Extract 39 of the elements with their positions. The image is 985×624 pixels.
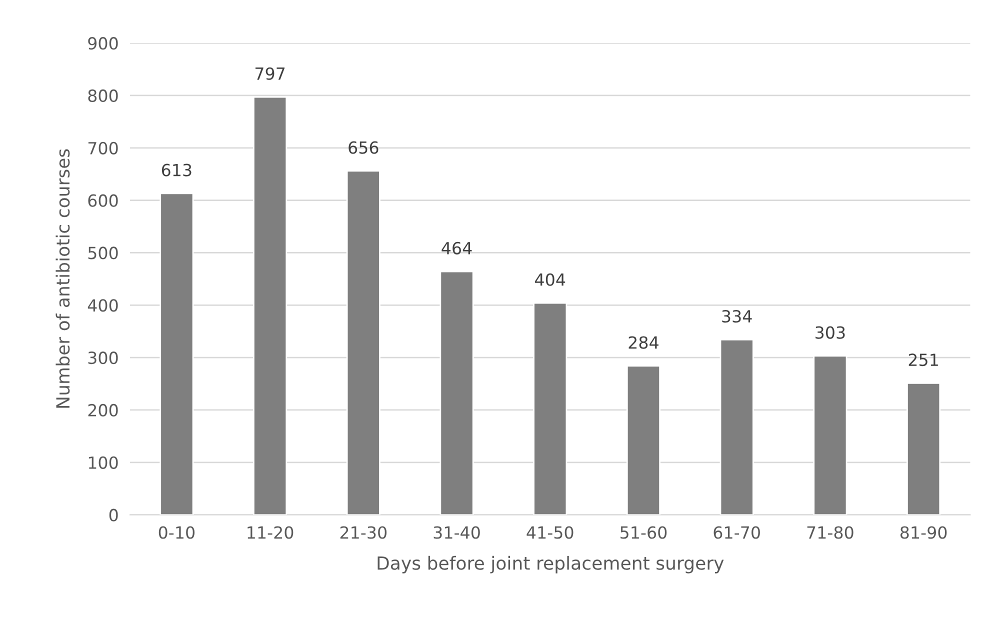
y-tick-label: 200 [88, 404, 118, 417]
y-tick-label: 800 [88, 89, 118, 102]
x-tick-label: 0-10 [158, 526, 195, 539]
bar [720, 339, 754, 515]
x-tick-label: 81-90 [900, 526, 947, 539]
bar [440, 270, 474, 515]
bar [346, 170, 380, 515]
y-tick-label: 900 [88, 37, 118, 50]
data-label: 334 [722, 310, 752, 323]
data-label: 251 [908, 354, 938, 366]
y-tick-label: 500 [88, 246, 118, 260]
y-tick-label: 600 [88, 194, 118, 207]
x-tick-label: 11-20 [248, 526, 294, 539]
y-tick-label: 400 [88, 299, 118, 312]
data-label: 284 [628, 336, 658, 349]
y-tick-label: 0 [109, 508, 118, 522]
bar [533, 302, 568, 515]
x-tick-label: 21-30 [340, 526, 387, 539]
data-label: 404 [535, 273, 566, 286]
bar [813, 355, 848, 515]
y-tick-label: 300 [88, 352, 118, 364]
x-tick-label: 51-60 [620, 526, 667, 539]
data-label: 464 [442, 242, 472, 254]
y-axis-title: Number of antibiotic courses [56, 149, 70, 408]
y-tick-label: 700 [88, 142, 118, 154]
x-axis-title: Days before joint replacement surgery [378, 556, 724, 574]
x-tick-label: 71-80 [807, 526, 854, 539]
data-label: 797 [256, 67, 285, 80]
data-label: 303 [816, 326, 845, 339]
bar [160, 192, 194, 515]
y-tick-label: 100 [88, 456, 118, 469]
bar [253, 96, 288, 515]
data-label: 656 [348, 141, 378, 154]
bar [626, 365, 661, 515]
data-label: 613 [162, 164, 192, 176]
x-tick-label: 41-50 [526, 526, 574, 539]
x-tick-label: 31-40 [434, 526, 480, 539]
bar [906, 382, 941, 515]
x-tick-label: 61-70 [714, 526, 760, 539]
